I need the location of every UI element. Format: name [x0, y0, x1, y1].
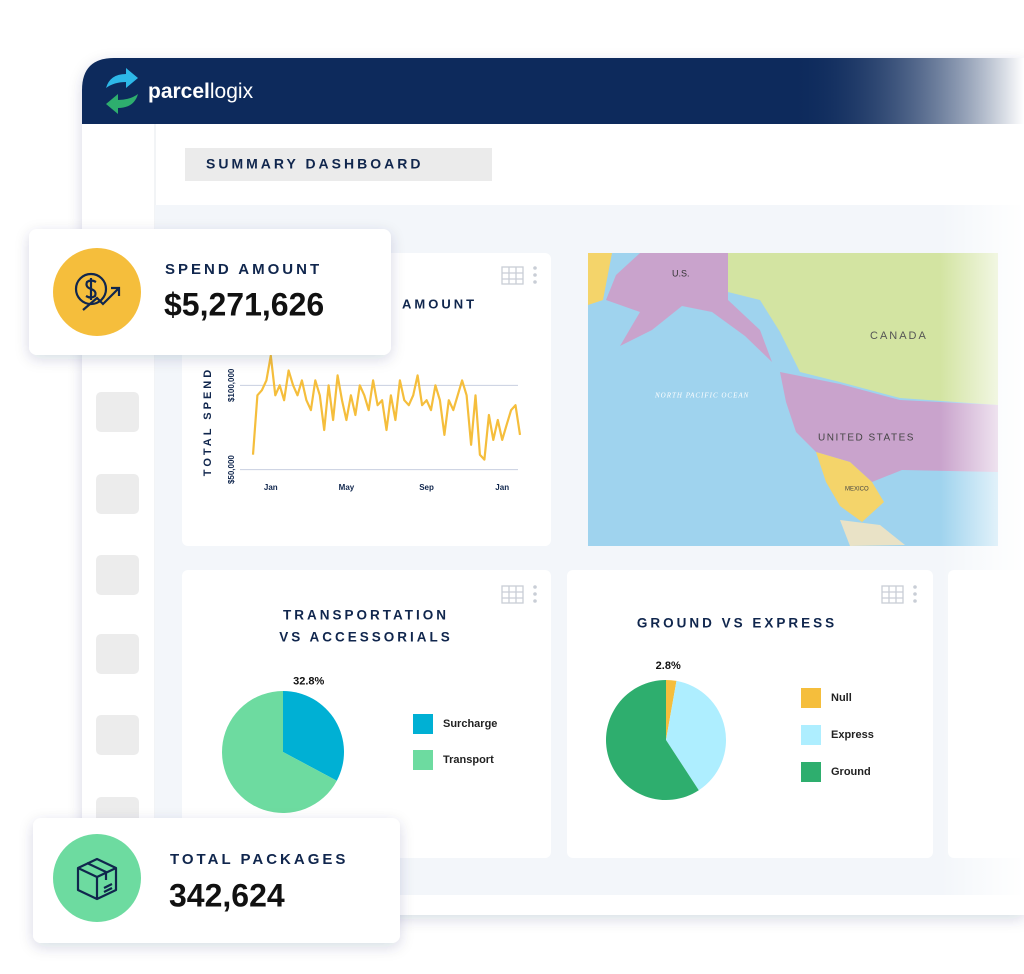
- package-icon: [76, 857, 118, 901]
- brand: parcellogix: [148, 80, 254, 103]
- kpi-label: SPEND AMOUNT: [165, 261, 322, 278]
- map-region: [840, 520, 905, 546]
- legend-swatch: [801, 725, 821, 745]
- brand-bold: parcel: [148, 80, 210, 103]
- data-label: 2.8%: [656, 660, 681, 672]
- map-label: MEXICO: [845, 487, 869, 493]
- menu-dots[interactable]: [913, 585, 917, 603]
- kpi-value: $5,271,626: [164, 286, 324, 322]
- y-axis-label: TOTAL SPEND: [202, 367, 214, 476]
- map-label: U.S.: [672, 268, 690, 278]
- title-tab: [185, 148, 492, 181]
- x-tick-label: Sep: [419, 483, 434, 492]
- map-region: [728, 253, 998, 405]
- logo-arrow-top: [106, 68, 138, 88]
- right-fade: [940, 124, 1024, 915]
- kpi-card: TOTAL PACKAGES 342,624: [33, 818, 400, 943]
- logo-icon: [106, 68, 138, 114]
- x-tick-label: Jan: [495, 483, 509, 492]
- map-region: [588, 253, 612, 305]
- page-title: SUMMARY DASHBOARD: [206, 156, 423, 172]
- map-label: NORTH PACIFIC OCEAN: [654, 392, 749, 400]
- kpi-card: SPEND AMOUNT $5,271,626: [29, 229, 391, 355]
- x-tick-label: May: [339, 483, 355, 492]
- menu-dots[interactable]: [533, 585, 537, 603]
- sidebar-item[interactable]: [96, 634, 139, 674]
- y-tick-label: $100,000: [227, 368, 236, 402]
- kpi-value: 342,624: [169, 877, 285, 913]
- y-tick-label: $50,000: [227, 455, 236, 484]
- legend-label: Transport: [443, 754, 494, 766]
- logo-arrow-bottom: [106, 94, 138, 114]
- data-label: 32.8%: [293, 676, 324, 688]
- pie-slice: [221, 691, 337, 813]
- map[interactable]: U.S. CANADA NORTH PACIFIC OCEAN UNITED S…: [588, 253, 998, 546]
- pie-slice: [666, 680, 727, 791]
- menu-dots[interactable]: [533, 266, 537, 284]
- sidebar-item[interactable]: [96, 392, 139, 432]
- table-icon[interactable]: [501, 585, 524, 604]
- legend-swatch: [801, 688, 821, 708]
- legend-swatch: [413, 750, 433, 770]
- chart-title: TRANSPORTATION: [283, 608, 449, 623]
- map-region: [606, 253, 772, 362]
- pie-slice: [283, 691, 344, 781]
- table-icon[interactable]: [881, 585, 904, 604]
- sidebar-item[interactable]: [96, 555, 139, 595]
- chart-title: AMOUNT: [402, 296, 477, 311]
- pie-slice: [606, 680, 699, 800]
- legend-label: Express: [831, 729, 874, 741]
- legend-swatch: [413, 714, 433, 734]
- header-bar: [82, 58, 1024, 124]
- kpi-icon-bg: [53, 248, 141, 336]
- kpi-label: TOTAL PACKAGES: [170, 851, 348, 868]
- legend-label: Ground: [831, 766, 871, 778]
- legend-swatch: [801, 762, 821, 782]
- map-label: UNITED STATES: [818, 433, 915, 444]
- legend-label: Surcharge: [443, 718, 497, 730]
- header-fade: [790, 58, 1024, 124]
- sidebar-item[interactable]: [96, 715, 139, 755]
- brand-light: logix: [210, 80, 254, 103]
- line-series: [251, 354, 522, 461]
- chart-title: VS ACCESSORIALS: [279, 630, 453, 645]
- map-label: CANADA: [870, 330, 928, 342]
- sidebar-item[interactable]: [96, 474, 139, 514]
- spend-icon: [74, 272, 121, 311]
- map-region: [816, 452, 884, 522]
- chart-title: GROUND VS EXPRESS: [637, 616, 837, 631]
- app-window: parcellogix SUMMARY DASHBOARD U.S. CANAD…: [82, 58, 1024, 915]
- legend-label: Null: [831, 692, 852, 704]
- table-icon[interactable]: [501, 266, 524, 285]
- x-tick-label: Jan: [264, 483, 278, 492]
- pie-slice: [666, 680, 677, 740]
